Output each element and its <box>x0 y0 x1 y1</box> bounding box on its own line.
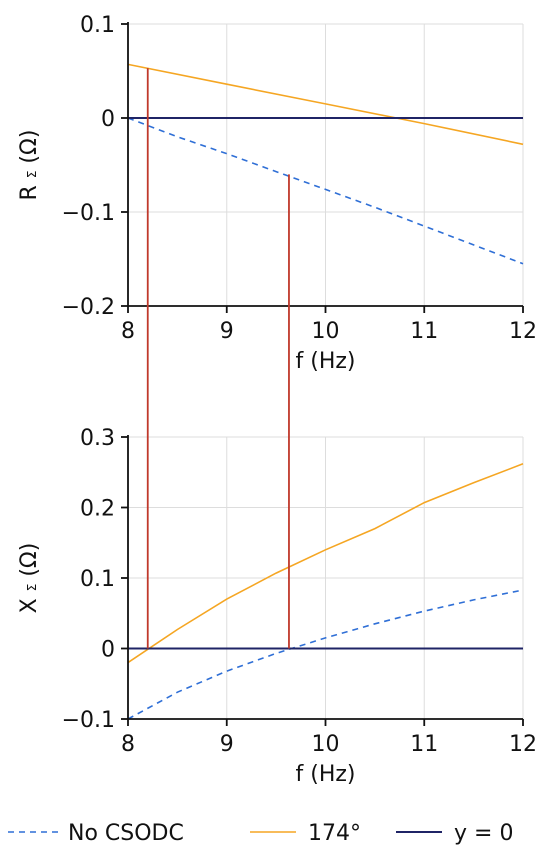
x-axis-title: f (Hz) <box>296 762 356 787</box>
y-tick-label: 0.1 <box>80 13 115 38</box>
marker-lines <box>146 68 290 649</box>
y-axis-title-subscript: Σ <box>25 584 39 592</box>
x-tick-label: 9 <box>220 732 234 757</box>
y-tick-label: 0.3 <box>80 426 115 451</box>
x-tick-label: 8 <box>121 732 135 757</box>
legend-label-zero: y = 0 <box>454 821 513 846</box>
x-tick-label: 12 <box>509 319 537 344</box>
series-line-no_csodc <box>127 117 524 265</box>
x-tick-label: 11 <box>410 732 438 757</box>
y-axis-title-main: R <box>17 178 42 200</box>
y-axis-title-unit: (Ω) <box>17 543 42 584</box>
y-tick-label: 0.1 <box>80 567 115 592</box>
x-axis-title: f (Hz) <box>296 349 356 374</box>
legend-label-no_csodc: No CSODC <box>68 821 184 846</box>
resistance-panel: 0.1 0 −0.1 −0.28 9 10 11 12 f (Hz) R Σ (Ω) <box>17 13 537 374</box>
x-tick-label: 8 <box>121 319 135 344</box>
y-tick-label: −0.1 <box>62 201 115 226</box>
reactance-panel: 0.3 0.2 0.1 0 −0.18 9 10 11 12 f (Hz) X Σ (Ω) <box>17 426 537 787</box>
y-axis-title-unit: (Ω) <box>17 130 42 171</box>
x-tick-label: 11 <box>410 319 438 344</box>
y-tick-label: −0.1 <box>62 708 115 733</box>
legend-label-deg174: 174° <box>308 821 361 846</box>
series-line-deg174 <box>127 463 524 664</box>
y-tick-label: 0 <box>101 638 115 663</box>
x-tick-label: 10 <box>312 319 340 344</box>
y-axis-title-main: X <box>17 591 42 613</box>
x-tick-label: 9 <box>220 319 234 344</box>
y-axis-title: X Σ (Ω) <box>17 543 42 614</box>
y-tick-label: 0 <box>101 107 115 132</box>
y-tick-label: −0.2 <box>62 295 115 320</box>
y-axis-title: R Σ (Ω) <box>17 130 42 201</box>
y-axis-title-subscript: Σ <box>25 171 39 179</box>
y-tick-label: 0.2 <box>80 497 115 522</box>
x-tick-label: 10 <box>312 732 340 757</box>
series-line-no_csodc <box>127 589 524 720</box>
x-tick-label: 12 <box>509 732 537 757</box>
legend: No CSODC 174° y = 0 <box>8 821 513 846</box>
series-line-deg174 <box>127 63 524 146</box>
